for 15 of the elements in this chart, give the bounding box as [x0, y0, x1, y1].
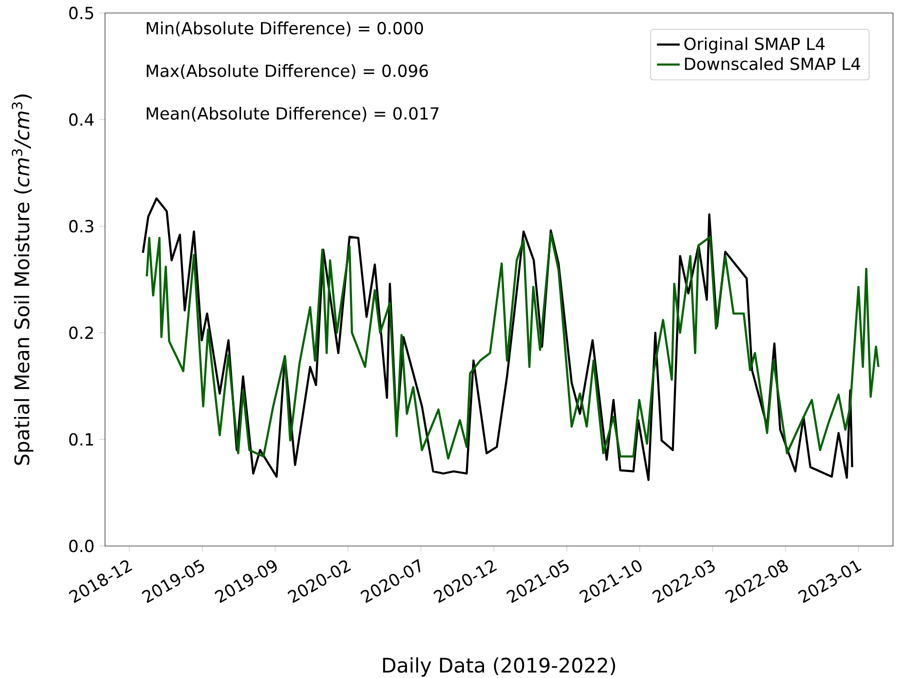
y-tick-label: 0.3: [69, 220, 94, 232]
legend-label: Original SMAP L4: [684, 37, 825, 54]
line-series: [142, 197, 854, 481]
y-tick-label: 0.4: [69, 113, 94, 126]
y-tick-label: 0.2: [69, 326, 93, 340]
y-axis-title: Spatial Mean Soil Moisture (cm$^{3}$/cm$^{3}$): [12, 94, 34, 465]
y-tick-label: 0.1: [69, 433, 94, 446]
x-axis-title: Daily Data (2019-2022): [383, 657, 616, 677]
annotation: Min(Absolute Difference) = 0.000: [146, 22, 423, 36]
legend-label: Downscaled SMAP L4: [685, 57, 860, 70]
annotation: Max(Absolute Difference) = 0.096: [146, 64, 428, 80]
y-tick-label: 0.0: [69, 540, 94, 552]
y-tick-label: 0.5: [69, 6, 94, 20]
annotation: Mean(Absolute Difference) = 0.017: [146, 106, 438, 122]
line-series: [146, 232, 880, 460]
